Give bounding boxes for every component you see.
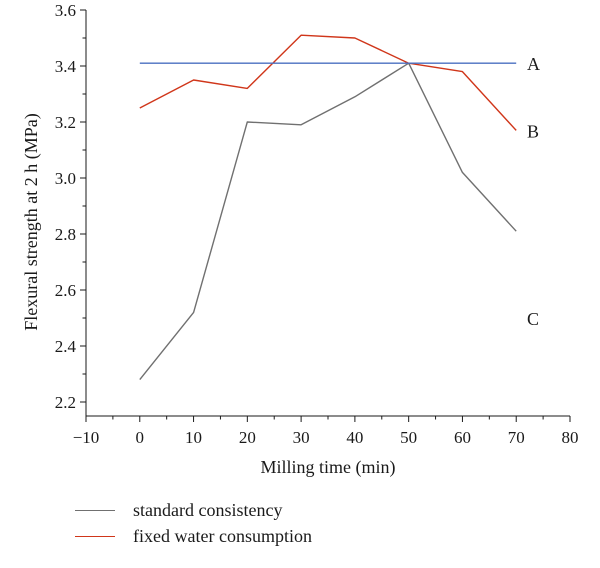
y-tick-label: 3.0 [55, 169, 76, 188]
legend-item-fixed-water-consumption: fixed water consumption [75, 523, 312, 549]
x-tick-label: 70 [508, 428, 525, 447]
legend-item-standard-consistency: standard consistency [75, 497, 312, 523]
y-tick-label: 2.4 [55, 337, 77, 356]
x-tick-label: 10 [185, 428, 202, 447]
series-group [139, 34, 517, 381]
x-tick-label: 80 [562, 428, 579, 447]
y-tick-label: 3.4 [55, 57, 77, 76]
x-axis-title: Milling time (min) [261, 457, 396, 478]
legend-swatch-standard-consistency [75, 509, 115, 511]
y-tick-label: 3.6 [55, 1, 76, 20]
legend-label-standard-consistency: standard consistency [133, 499, 283, 520]
legend-label-fixed-water-consumption: fixed water consumption [133, 525, 312, 546]
y-axis-title: Flexural strength at 2 h (MPa) [21, 113, 42, 330]
x-tick-label: 40 [346, 428, 363, 447]
y-tick-label: 3.2 [55, 113, 76, 132]
annotations: A B C [527, 54, 540, 329]
x-tick-label: 30 [293, 428, 310, 447]
series-fixed-water-consumption-line [139, 34, 517, 131]
series-standard-consistency-line [139, 62, 517, 381]
x-tick-label: 20 [239, 428, 256, 447]
x-tick-label: −10 [73, 428, 100, 447]
legend: standard consistency fixed water consump… [75, 497, 312, 549]
ticks: −10 0 10 20 30 40 50 60 70 80 2.2 2.4 2.6 2.8 3.0 3.2 3.… [55, 1, 579, 447]
x-tick-label: 0 [136, 428, 145, 447]
y-tick-label: 2.8 [55, 225, 76, 244]
y-tick-label: 2.2 [55, 393, 76, 412]
x-tick-label: 50 [400, 428, 417, 447]
chart-svg: −10 0 10 20 30 40 50 60 70 80 2.2 2.4 2.6 2.8 3.0 3.2 3.… [21, 1, 579, 478]
annotation-label-b: B [527, 121, 539, 141]
annotation-label-c: C [527, 309, 539, 329]
y-tick-label: 2.6 [55, 281, 76, 300]
x-tick-label: 60 [454, 428, 471, 447]
annotation-label-a: A [527, 54, 540, 74]
legend-swatch-fixed-water-consumption [75, 535, 115, 537]
